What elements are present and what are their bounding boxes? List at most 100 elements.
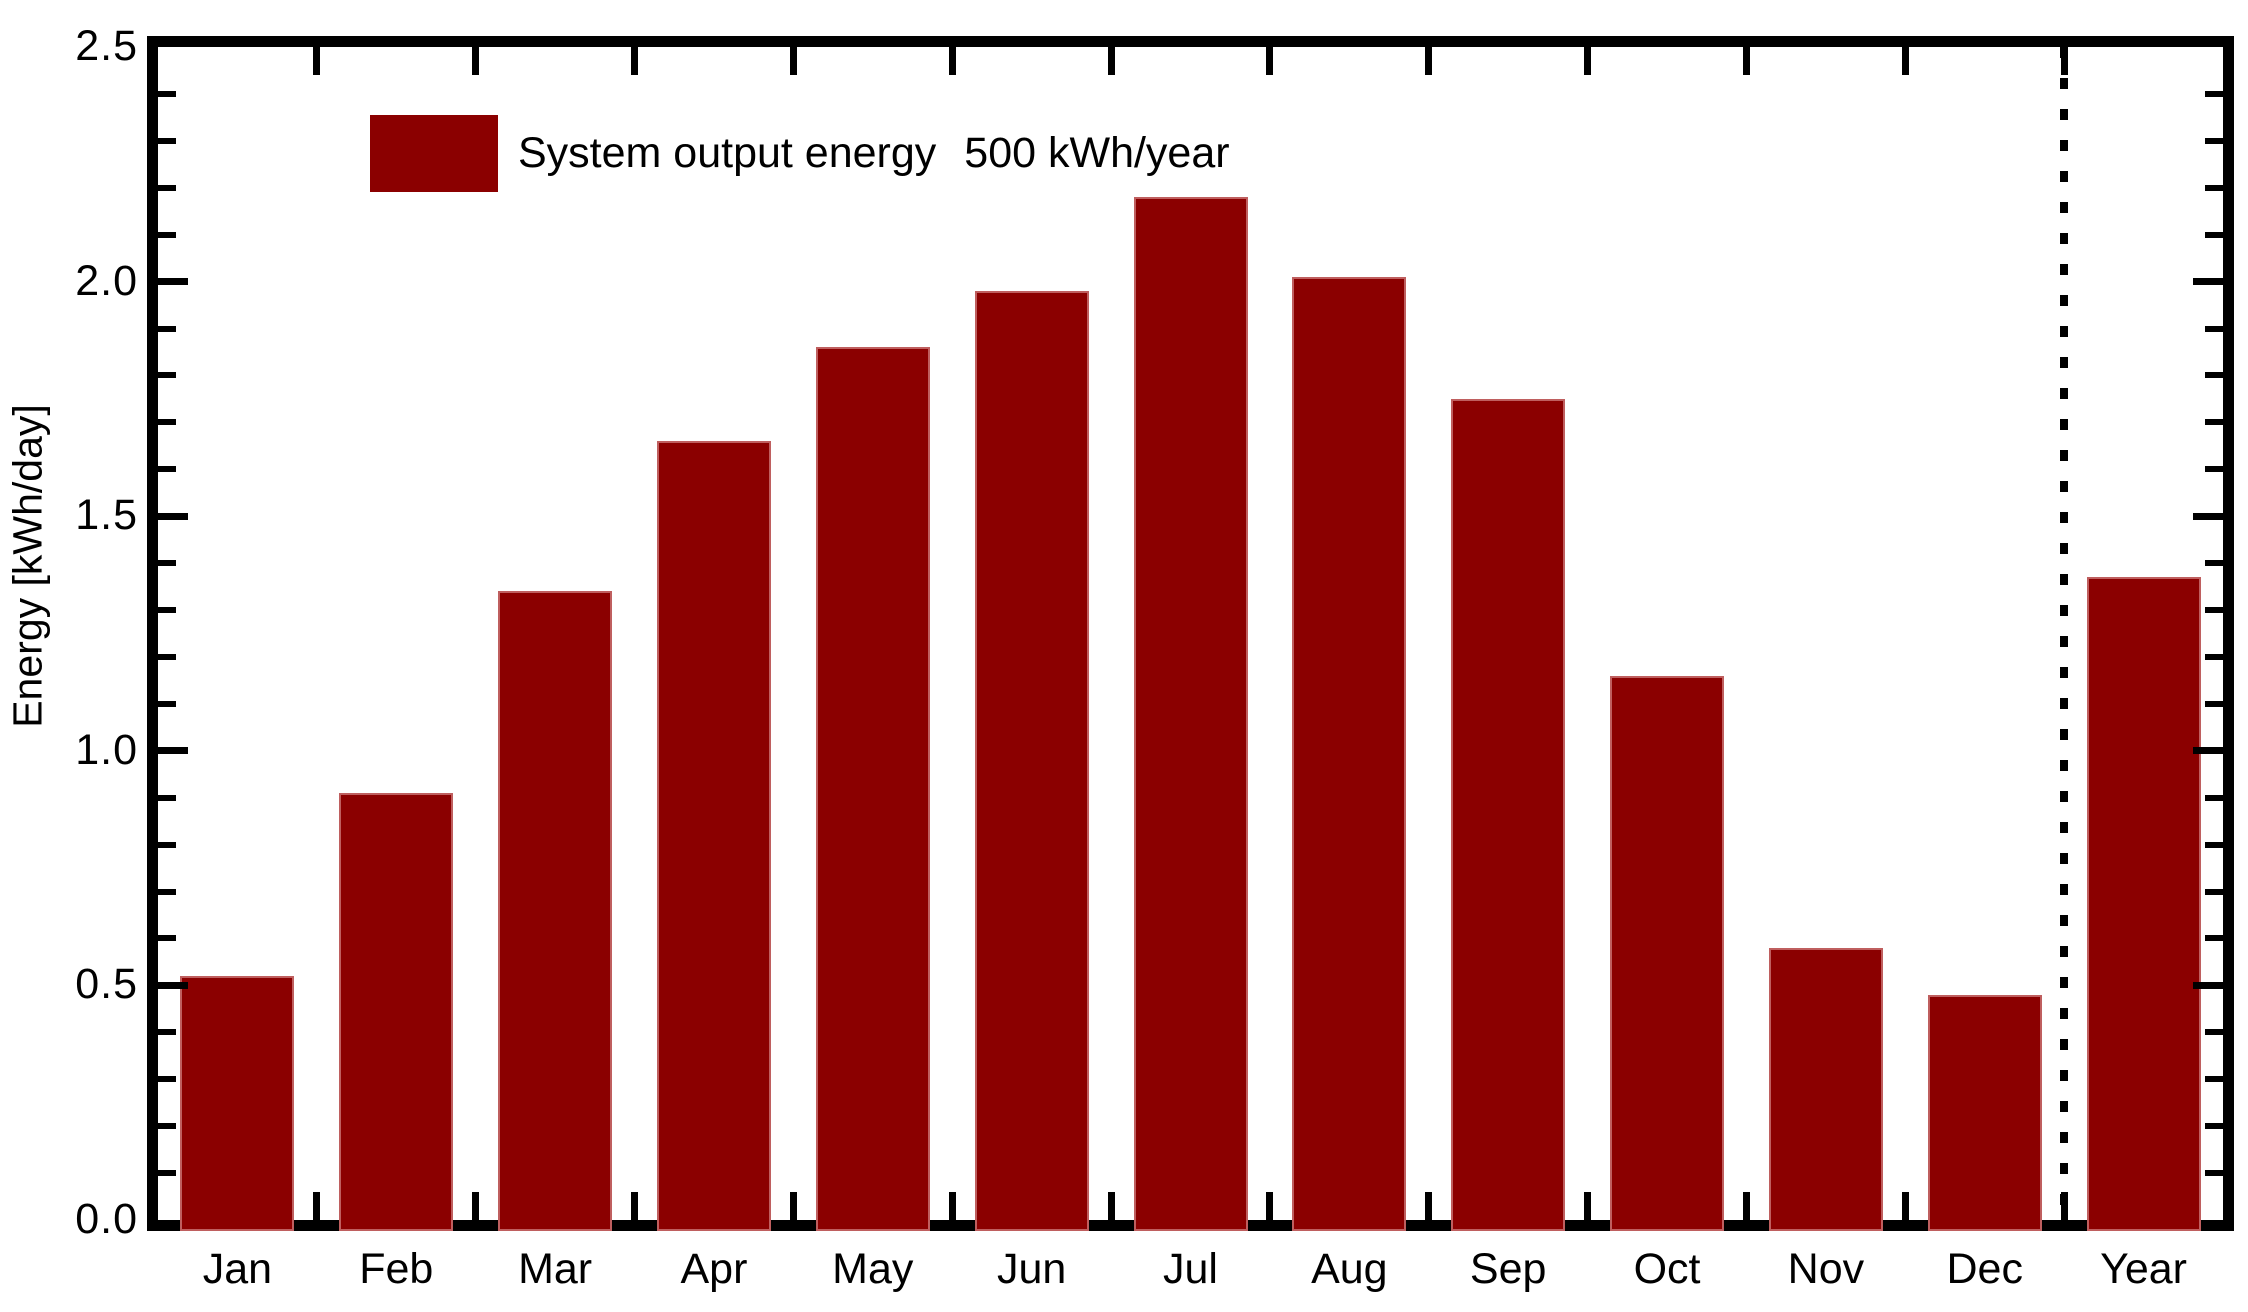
x-boundary-tick-bottom bbox=[1584, 1192, 1592, 1220]
y-minor-tick-right bbox=[2205, 137, 2223, 144]
x-boundary-tick-bottom bbox=[1901, 1192, 1909, 1220]
bar-may bbox=[815, 347, 930, 1231]
bar-oct bbox=[1610, 675, 1725, 1231]
x-tick-label-aug: Aug bbox=[1311, 1245, 1388, 1293]
legend-label: System output energy bbox=[518, 129, 937, 177]
x-boundary-tick-bottom bbox=[1742, 1192, 1750, 1220]
x-tick-label-feb: Feb bbox=[359, 1245, 434, 1293]
y-major-tick-right bbox=[2193, 512, 2223, 520]
year-separator-dotted-line bbox=[2060, 47, 2069, 1220]
x-boundary-tick-bottom bbox=[631, 1192, 639, 1220]
legend: System output energy 500 kWh/year bbox=[370, 115, 1230, 192]
legend-text: System output energy 500 kWh/year bbox=[518, 129, 1230, 178]
x-boundary-tick-top bbox=[1266, 47, 1274, 75]
y-major-tick-right bbox=[2193, 278, 2223, 286]
bar-year bbox=[2086, 577, 2201, 1231]
y-minor-tick-right bbox=[2205, 1170, 2223, 1177]
x-boundary-tick-bottom bbox=[1107, 1192, 1115, 1220]
x-tick-label-jan: Jan bbox=[202, 1245, 273, 1293]
y-major-tick-left bbox=[158, 512, 188, 520]
y-minor-tick-right bbox=[2205, 1076, 2223, 1083]
x-boundary-tick-bottom bbox=[1266, 1192, 1274, 1220]
bar-aug bbox=[1292, 276, 1407, 1231]
x-tick-label-apr: Apr bbox=[680, 1245, 748, 1293]
y-tick-label-2.5: 2.5 bbox=[75, 22, 138, 70]
x-boundary-tick-top bbox=[1107, 47, 1115, 75]
y-minor-tick-right bbox=[2205, 935, 2223, 942]
y-minor-tick-left bbox=[158, 1076, 176, 1083]
y-minor-tick-right bbox=[2205, 653, 2223, 660]
y-minor-tick-left bbox=[158, 231, 176, 238]
y-axis-title: Energy [kWh/day] bbox=[4, 404, 51, 728]
bar-jun bbox=[974, 290, 1089, 1231]
y-major-tick-right bbox=[2193, 747, 2223, 755]
y-tick-label-1.0: 1.0 bbox=[75, 725, 138, 774]
y-major-tick-right bbox=[2193, 981, 2223, 989]
y-minor-tick-right bbox=[2205, 560, 2223, 567]
y-minor-tick-right bbox=[2205, 1123, 2223, 1130]
y-minor-tick-right bbox=[2205, 325, 2223, 332]
x-boundary-tick-top bbox=[472, 47, 480, 75]
legend-swatch bbox=[370, 115, 498, 192]
y-minor-tick-right bbox=[2205, 466, 2223, 473]
y-minor-tick-right bbox=[2205, 888, 2223, 895]
y-minor-tick-right bbox=[2205, 372, 2223, 379]
y-minor-tick-left bbox=[158, 935, 176, 942]
y-minor-tick-left bbox=[158, 888, 176, 895]
y-minor-tick-left bbox=[158, 1123, 176, 1130]
x-boundary-tick-top bbox=[1901, 47, 1909, 75]
x-boundary-tick-top bbox=[1742, 47, 1750, 75]
y-minor-tick-right bbox=[2205, 231, 2223, 238]
y-minor-tick-right bbox=[2205, 607, 2223, 614]
x-tick-label-oct: Oct bbox=[1633, 1245, 1701, 1293]
x-boundary-tick-top bbox=[948, 47, 956, 75]
x-boundary-tick-top bbox=[1584, 47, 1592, 75]
y-tick-label-0.0: 0.0 bbox=[75, 1195, 138, 1243]
y-minor-tick-left bbox=[158, 419, 176, 426]
bar-dec bbox=[1927, 994, 2042, 1231]
x-tick-label-jul: Jul bbox=[1163, 1245, 1218, 1293]
x-boundary-tick-bottom bbox=[313, 1192, 321, 1220]
x-tick-label-sep: Sep bbox=[1469, 1245, 1547, 1293]
y-minor-tick-right bbox=[2205, 1029, 2223, 1036]
bar-nov bbox=[1768, 947, 1883, 1231]
y-minor-tick-left bbox=[158, 653, 176, 660]
y-minor-tick-right bbox=[2205, 700, 2223, 707]
plot-area: System output energy 500 kWh/year bbox=[158, 47, 2223, 1231]
x-boundary-tick-bottom bbox=[472, 1192, 480, 1220]
y-minor-tick-left bbox=[158, 1170, 176, 1177]
y-tick-label-1.5: 1.5 bbox=[75, 491, 138, 540]
y-major-tick-left bbox=[158, 278, 188, 286]
y-tick-label-2.0: 2.0 bbox=[75, 256, 138, 305]
y-minor-tick-left bbox=[158, 700, 176, 707]
bar-jul bbox=[1133, 197, 1248, 1231]
x-boundary-tick-bottom bbox=[789, 1192, 797, 1220]
y-minor-tick-left bbox=[158, 372, 176, 379]
y-minor-tick-left bbox=[158, 1029, 176, 1036]
y-minor-tick-left bbox=[158, 841, 176, 848]
x-tick-label-year: Year bbox=[2100, 1245, 2187, 1293]
y-major-tick-left bbox=[158, 747, 188, 755]
x-tick-label-nov: Nov bbox=[1787, 1245, 1865, 1293]
y-minor-tick-right bbox=[2205, 184, 2223, 191]
y-minor-tick-left bbox=[158, 137, 176, 144]
x-boundary-tick-top bbox=[789, 47, 797, 75]
y-major-tick-left bbox=[158, 981, 188, 989]
bar-jan bbox=[180, 976, 295, 1231]
bar-apr bbox=[656, 441, 771, 1231]
x-tick-label-may: May bbox=[832, 1245, 914, 1293]
y-minor-tick-left bbox=[158, 466, 176, 473]
legend-value: 500 kWh/year bbox=[964, 129, 1230, 177]
x-boundary-tick-top bbox=[313, 47, 321, 75]
bar-mar bbox=[498, 591, 613, 1231]
y-minor-tick-right bbox=[2205, 794, 2223, 801]
y-minor-tick-right bbox=[2205, 90, 2223, 97]
y-tick-label-0.5: 0.5 bbox=[75, 960, 138, 1009]
y-minor-tick-left bbox=[158, 184, 176, 191]
y-minor-tick-left bbox=[158, 90, 176, 97]
x-tick-label-jun: Jun bbox=[996, 1245, 1067, 1293]
x-boundary-tick-bottom bbox=[1425, 1192, 1433, 1220]
y-minor-tick-left bbox=[158, 325, 176, 332]
x-boundary-tick-bottom bbox=[948, 1192, 956, 1220]
